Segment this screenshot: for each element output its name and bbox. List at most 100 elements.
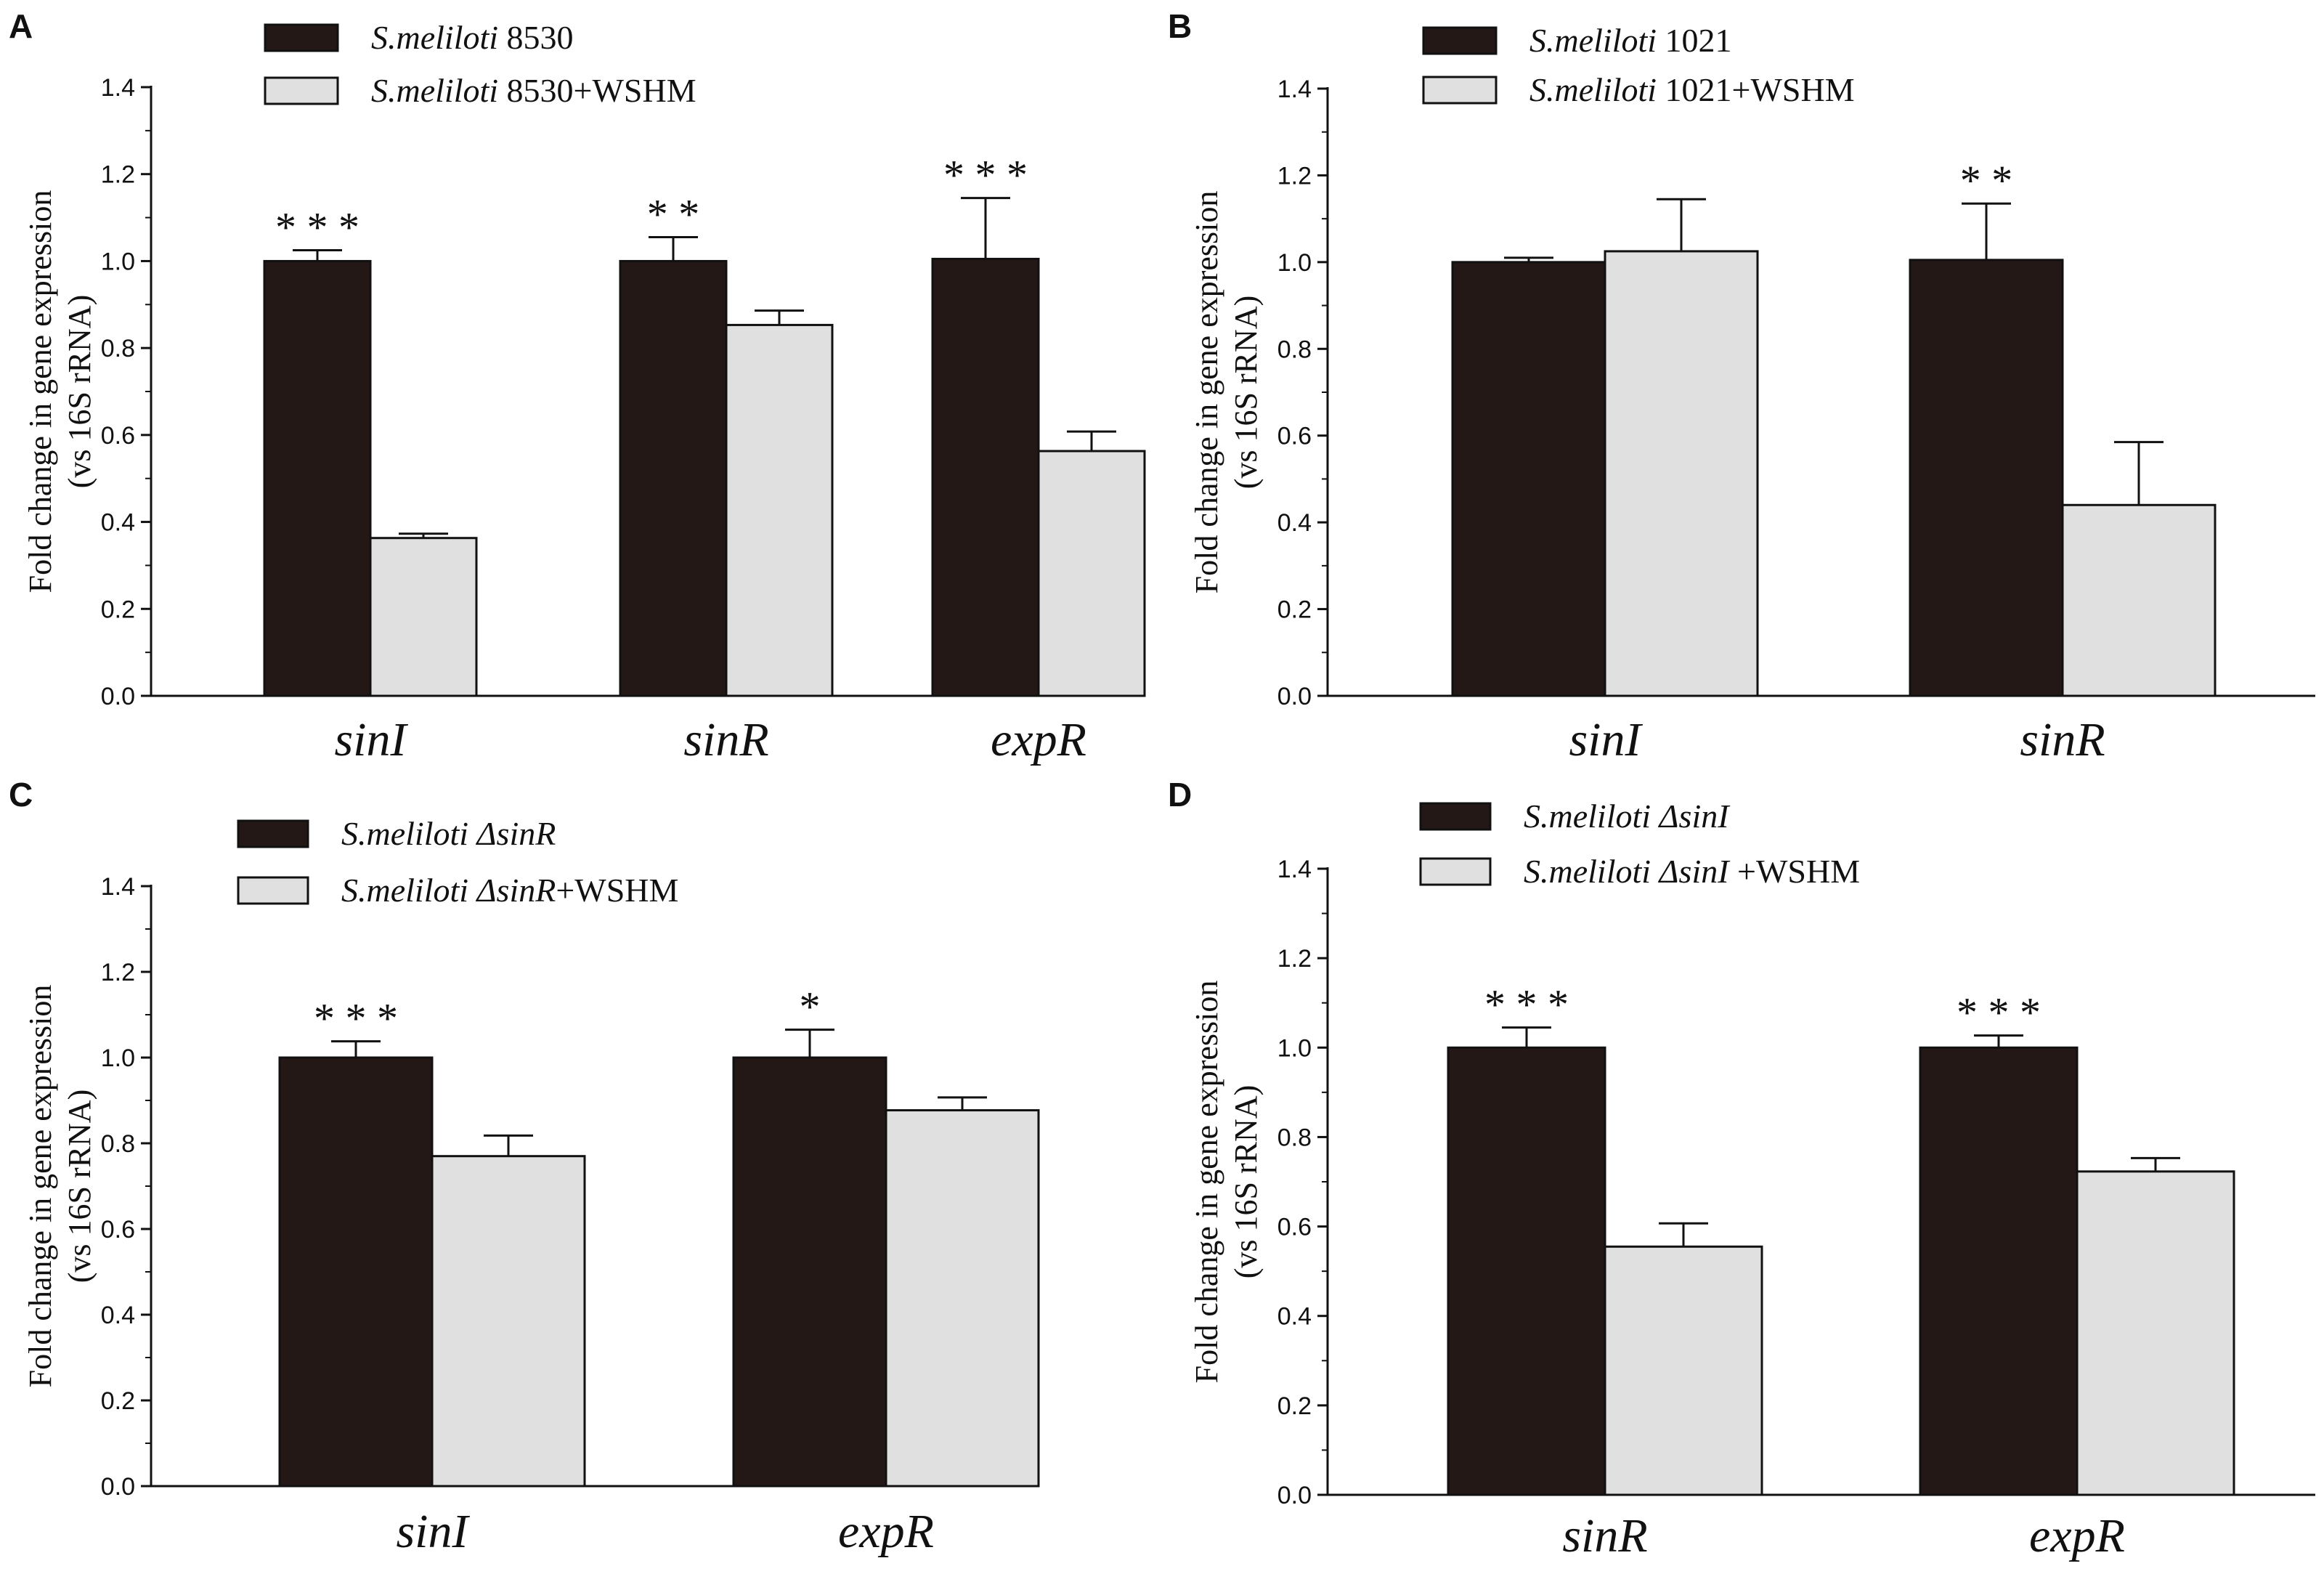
legend-label-italic: S.meliloti ΔsinR bbox=[341, 815, 556, 852]
legend-label: S.meliloti ΔsinI +WSHM bbox=[1524, 853, 1860, 890]
bar-control bbox=[732, 1056, 887, 1488]
y-tick-label: 0.0 bbox=[101, 683, 135, 710]
legend-label: S.meliloti 8530 bbox=[371, 19, 574, 56]
y-tick-label: 1.0 bbox=[101, 1044, 135, 1072]
y-axis-title: Fold change in gene expression (vs 16S rR… bbox=[23, 190, 97, 593]
bar-treated bbox=[885, 1109, 1040, 1488]
category-label: sinR bbox=[1562, 1509, 1647, 1562]
category-label: sinI bbox=[397, 1505, 471, 1558]
legend-label: S.meliloti ΔsinR+WSHM bbox=[341, 872, 678, 909]
legend-label-rest: 1021+WSHM bbox=[1657, 71, 1855, 108]
y-tick-label: 0.2 bbox=[1277, 596, 1312, 624]
bar-control bbox=[1447, 1046, 1606, 1496]
panel-letter: B bbox=[1168, 7, 1192, 45]
bar-treated bbox=[369, 537, 478, 697]
y-tick-label: 0.4 bbox=[101, 509, 135, 537]
y-tick-label: 1.2 bbox=[101, 959, 135, 986]
bar-control bbox=[263, 259, 372, 697]
legend-label: S.meliloti 8530+WSHM bbox=[371, 72, 696, 109]
legend-label-rest: +WSHM bbox=[1729, 853, 1861, 890]
y-axis-title: Fold change in gene expression (vs 16S rR… bbox=[23, 985, 97, 1388]
legend-swatch bbox=[1419, 802, 1492, 831]
legend-label-italic: S.meliloti ΔsinR bbox=[341, 872, 556, 909]
y-axis-title-line: Fold change in gene expression bbox=[1189, 191, 1224, 594]
legend-swatch bbox=[1419, 857, 1492, 886]
bar-treated bbox=[1037, 450, 1146, 697]
legend-swatch bbox=[1422, 76, 1498, 105]
category-label: expR bbox=[991, 713, 1086, 766]
bar-treated bbox=[431, 1155, 586, 1488]
significance-label: * * bbox=[647, 191, 700, 238]
panel-a: A 0.0 0.2 0.4 0.6 0.8 1.0 1.2 1.4 Fold change in … bbox=[9, 7, 1146, 766]
y-axis-title-line: (vs 16S rRNA) bbox=[1228, 296, 1264, 489]
y-tick-label: 1.4 bbox=[1277, 856, 1312, 883]
legend-label-rest: 8530 bbox=[498, 19, 574, 56]
y-tick-label: 0.2 bbox=[1277, 1392, 1312, 1420]
legend-swatch bbox=[237, 819, 309, 848]
y-tick-label: 1.2 bbox=[1277, 162, 1312, 190]
legend-label-italic: S.meliloti ΔsinI bbox=[1524, 853, 1731, 890]
category-label: sinI bbox=[1569, 713, 1644, 766]
y-tick-label: 1.4 bbox=[101, 74, 135, 102]
y-tick-label: 0.8 bbox=[1277, 1124, 1312, 1151]
y-tick-label: 1.0 bbox=[1277, 249, 1312, 277]
y-tick-label: 1.0 bbox=[101, 248, 135, 275]
legend-label-rest: 1021 bbox=[1657, 22, 1732, 59]
category-label: expR bbox=[838, 1505, 934, 1558]
category-label: expR bbox=[2029, 1509, 2125, 1562]
y-tick-label: 0.6 bbox=[101, 1216, 135, 1244]
legend-label: S.meliloti 1021+WSHM bbox=[1529, 71, 1855, 108]
significance-label: * * * bbox=[275, 203, 359, 251]
legend-label: S.meliloti ΔsinR bbox=[341, 815, 556, 852]
y-tick-label: 0.4 bbox=[1277, 509, 1312, 537]
significance-label: * bbox=[800, 983, 821, 1031]
legend-label-italic: S.meliloti bbox=[1529, 71, 1657, 108]
bar-control bbox=[1909, 259, 2064, 697]
significance-label: * * * bbox=[1484, 981, 1569, 1029]
y-axis-title-line: (vs 16S rRNA) bbox=[62, 1090, 97, 1283]
legend-swatch bbox=[237, 876, 309, 905]
y-axis-title-line: Fold change in gene expression bbox=[1189, 981, 1224, 1384]
panel-letter: D bbox=[1168, 776, 1192, 814]
panel-c: C 0.0 0.2 0.4 0.6 0.8 1.0 1.2 1.4 Fold change in … bbox=[9, 776, 1040, 1558]
y-tick-label: 0.0 bbox=[101, 1473, 135, 1501]
y-tick-label: 1.2 bbox=[101, 161, 135, 189]
significance-label: * * * bbox=[314, 995, 398, 1042]
y-tick-label: 0.6 bbox=[1277, 423, 1312, 450]
significance-label: * * * bbox=[943, 152, 1028, 199]
legend-label: S.meliloti ΔsinI bbox=[1524, 798, 1731, 835]
y-axis-title-line: (vs 16S rRNA) bbox=[1228, 1085, 1264, 1278]
panel-letter: C bbox=[9, 776, 33, 814]
y-tick-label: 0.4 bbox=[1277, 1303, 1312, 1331]
y-tick-label: 0.2 bbox=[101, 596, 135, 623]
panel-letter: A bbox=[9, 7, 33, 45]
category-label: sinR bbox=[2020, 713, 2105, 766]
legend-swatch bbox=[264, 76, 339, 105]
category-label: sinR bbox=[683, 713, 768, 766]
y-tick-label: 1.4 bbox=[1277, 76, 1312, 103]
y-axis-title: Fold change in gene expression (vs 16S rR… bbox=[1189, 191, 1264, 594]
y-tick-label: 1.2 bbox=[1277, 945, 1312, 973]
y-tick-label: 1.0 bbox=[1277, 1034, 1312, 1062]
bar-control bbox=[278, 1056, 434, 1488]
legend-label: S.meliloti 1021 bbox=[1529, 22, 1732, 59]
y-axis-title-line: Fold change in gene expression bbox=[23, 985, 58, 1388]
bar-treated bbox=[1604, 1245, 1763, 1496]
legend-label-rest: 8530+WSHM bbox=[498, 72, 696, 109]
bar-treated bbox=[2061, 503, 2217, 697]
y-tick-label: 0.6 bbox=[101, 422, 135, 450]
y-tick-label: 0.8 bbox=[101, 1130, 135, 1158]
significance-label: * * bbox=[1960, 157, 2013, 204]
legend-label-italic: S.meliloti bbox=[371, 72, 498, 109]
y-tick-label: 1.4 bbox=[101, 873, 135, 901]
y-tick-label: 0.6 bbox=[1277, 1214, 1312, 1241]
legend-label-rest: +WSHM bbox=[556, 872, 678, 909]
bar-control bbox=[1451, 261, 1606, 697]
bar-treated bbox=[725, 323, 834, 697]
y-axis-title-line: Fold change in gene expression bbox=[23, 190, 58, 593]
bar-treated bbox=[2076, 1170, 2235, 1496]
significance-label: * * * bbox=[1957, 989, 2041, 1037]
legend-swatch bbox=[264, 23, 339, 52]
bar-control bbox=[931, 257, 1040, 697]
